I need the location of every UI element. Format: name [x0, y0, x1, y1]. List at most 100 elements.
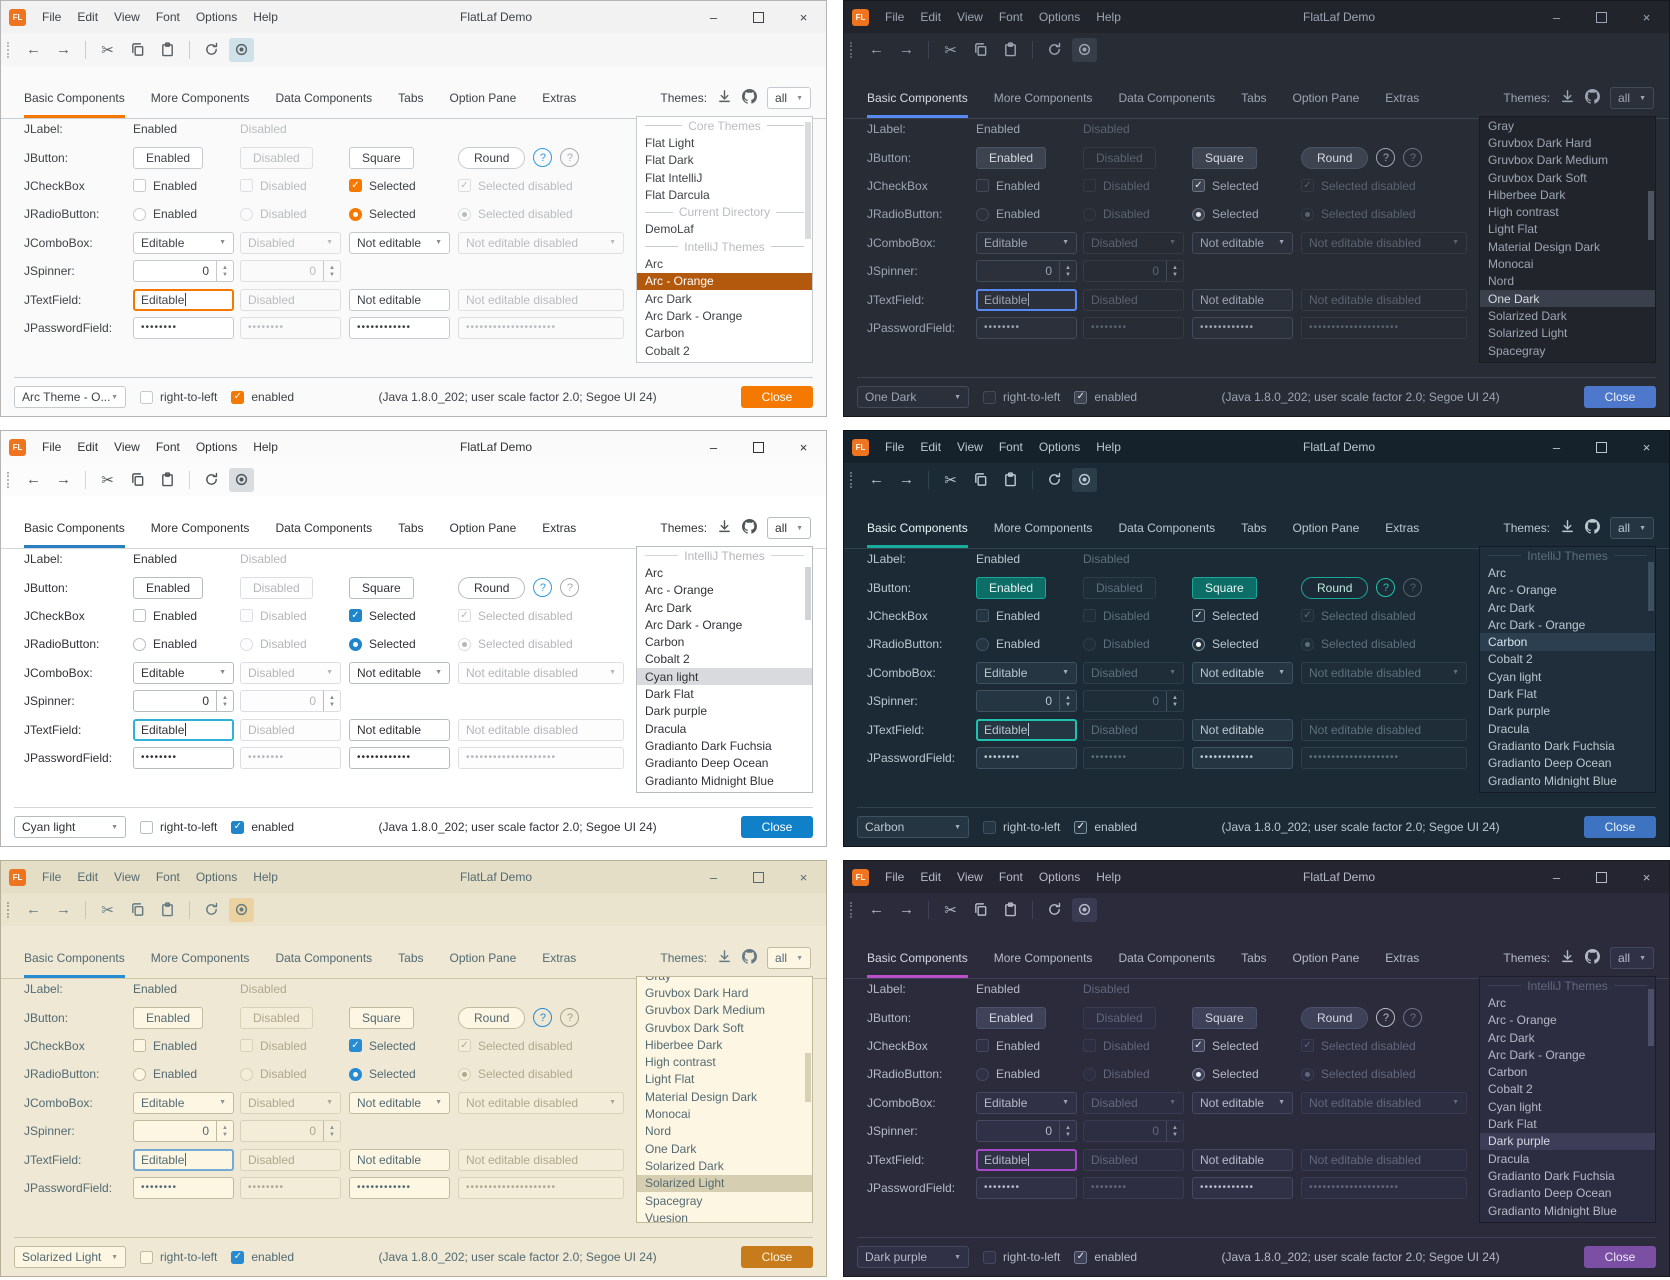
scrollbar[interactable]	[804, 547, 812, 792]
theme-item-solarized-light[interactable]: Solarized Light	[1488, 326, 1568, 341]
tab-tabs[interactable]: Tabs	[398, 91, 424, 105]
menu-font[interactable]: Font	[155, 870, 180, 884]
combobox-not-editable[interactable]: Not editable ▼	[1192, 1091, 1293, 1114]
paste-icon[interactable]	[998, 468, 1023, 492]
combobox-not-editable[interactable]: Not editable ▼	[349, 661, 450, 684]
theme-item-arc[interactable]: Arc	[1488, 995, 1506, 1010]
scrollbar[interactable]	[1647, 117, 1655, 362]
checkbox-box[interactable]	[983, 820, 996, 834]
button-round[interactable]: Round	[458, 1006, 526, 1029]
theme-item-dark-flat[interactable]: Dark Flat	[1488, 1117, 1537, 1132]
passwordfield-1[interactable]: ••••••••	[976, 746, 1077, 769]
combobox-editable[interactable]: Editable ▼	[976, 1091, 1077, 1114]
theme-item-arc-dark[interactable]: Arc Dark	[645, 600, 692, 615]
theme-item-material-design-dark[interactable]: Material Design Dark	[645, 1089, 758, 1104]
theme-filter-combo[interactable]: all ▼	[1610, 947, 1654, 969]
back-icon[interactable]: ←	[869, 471, 884, 488]
theme-item-dark-purple[interactable]: Dark purple	[1488, 704, 1551, 719]
menu-file[interactable]: File	[42, 440, 62, 454]
theme-item-gray[interactable]: Gray	[637, 977, 812, 984]
minimize-button[interactable]: –	[1552, 9, 1561, 25]
theme-selector-combo[interactable]: Arc Theme - O... ▼	[14, 386, 126, 408]
theme-item-cobalt-2[interactable]: Cobalt 2	[645, 343, 690, 358]
minimize-button[interactable]: –	[709, 869, 718, 885]
minimize-button[interactable]: –	[709, 439, 718, 455]
spinner-arrows[interactable]: ▲ ▼	[1059, 261, 1076, 282]
tab-more-components[interactable]: More Components	[150, 521, 250, 535]
tab-tabs[interactable]: Tabs	[1241, 521, 1267, 535]
passwordfield-1[interactable]: ••••••••	[133, 316, 234, 339]
tab-tabs[interactable]: Tabs	[398, 951, 424, 965]
back-icon[interactable]: ←	[869, 901, 884, 918]
theme-item-hiberbee-dark[interactable]: Hiberbee Dark	[1488, 187, 1566, 202]
tab-basic-components[interactable]: Basic Components	[867, 91, 968, 118]
theme-item-light-flat[interactable]: Light Flat	[1488, 222, 1538, 237]
theme-item-gradianto-dark-fuchsia[interactable]: Gradianto Dark Fuchsia	[1488, 738, 1615, 753]
enabled-checkbox[interactable]: enabled	[231, 1250, 294, 1264]
radio-circle[interactable]	[133, 1067, 146, 1081]
theme-filter-combo[interactable]: all ▼	[1610, 87, 1654, 109]
show-hidden-eye-icon[interactable]	[1072, 897, 1097, 922]
passwordfield-3[interactable]: ••••••••••••	[1192, 1176, 1293, 1199]
forward-icon[interactable]: →	[56, 471, 71, 488]
theme-filter-combo[interactable]: all ▼	[767, 87, 811, 109]
menu-view[interactable]: View	[957, 440, 983, 454]
tab-basic-components[interactable]: Basic Components	[867, 521, 968, 548]
theme-item-gradianto-dark-fuchsia[interactable]: Gradianto Dark Fuchsia	[1488, 1168, 1615, 1183]
theme-item-gruvbox-dark-hard[interactable]: Gruvbox Dark Hard	[1488, 135, 1592, 150]
combobox-not-editable[interactable]: Not editable ▼	[1192, 661, 1293, 684]
theme-item-high-contrast[interactable]: High contrast	[1488, 205, 1559, 220]
checkbox-box[interactable]	[231, 820, 245, 834]
copy-icon[interactable]	[968, 468, 993, 492]
help-button-2[interactable]: ?	[1403, 148, 1423, 168]
refresh-icon[interactable]	[1042, 898, 1067, 922]
rtl-checkbox[interactable]: right-to-left	[983, 820, 1060, 834]
menu-edit[interactable]: Edit	[920, 870, 942, 884]
spinner-up-icon[interactable]: ▲	[1065, 694, 1071, 701]
theme-item-solarized-dark[interactable]: Solarized Dark	[645, 1158, 724, 1173]
theme-item-flat-intellij[interactable]: Flat IntelliJ	[645, 170, 703, 185]
close-dialog-button[interactable]: Close	[1584, 816, 1656, 838]
rtl-checkbox[interactable]: right-to-left	[983, 390, 1060, 404]
theme-item-arc[interactable]: Arc	[645, 565, 663, 580]
theme-item-arc-dark[interactable]: Arc Dark	[645, 291, 692, 306]
download-icon[interactable]	[1560, 949, 1575, 967]
checkbox-selected[interactable]: Selected	[1192, 609, 1259, 623]
close-window-button[interactable]: ×	[799, 9, 808, 25]
github-icon[interactable]	[1585, 89, 1601, 107]
theme-item-cobalt-2[interactable]: Cobalt 2	[1488, 1082, 1533, 1097]
combobox-not-editable[interactable]: Not editable ▼	[349, 1091, 450, 1114]
menu-edit[interactable]: Edit	[77, 870, 99, 884]
back-icon[interactable]: ←	[26, 471, 41, 488]
download-icon[interactable]	[717, 949, 732, 967]
paste-icon[interactable]	[155, 898, 180, 922]
github-icon[interactable]	[742, 89, 758, 107]
checkbox-box[interactable]	[133, 179, 146, 193]
checkbox-selected[interactable]: Selected	[349, 179, 416, 193]
theme-selector-combo[interactable]: Cyan light ▼	[14, 816, 126, 838]
theme-item-cyan-light[interactable]: Cyan light	[637, 359, 812, 362]
close-dialog-button[interactable]: Close	[741, 1246, 813, 1268]
toolbar-grip[interactable]	[7, 901, 11, 918]
checkbox-box[interactable]	[983, 390, 996, 404]
help-button-1[interactable]: ?	[1376, 578, 1396, 598]
tab-option-pane[interactable]: Option Pane	[1292, 91, 1360, 105]
textfield-editable[interactable]: Editable	[976, 1148, 1077, 1171]
theme-item-flat-dark[interactable]: Flat Dark	[645, 153, 694, 168]
menu-help[interactable]: Help	[1096, 440, 1121, 454]
close-window-button[interactable]: ×	[1642, 869, 1651, 885]
combobox-not-editable[interactable]: Not editable ▼	[1192, 231, 1293, 254]
radio-circle[interactable]	[1192, 1067, 1205, 1081]
spinner-down-icon[interactable]: ▼	[1065, 1131, 1071, 1138]
download-icon[interactable]	[717, 89, 732, 107]
scrollbar[interactable]	[1647, 977, 1655, 1222]
menu-font[interactable]: Font	[998, 440, 1023, 454]
tab-option-pane[interactable]: Option Pane	[449, 951, 517, 965]
close-window-button[interactable]: ×	[1642, 9, 1651, 25]
theme-item-one-dark[interactable]: One Dark	[1480, 289, 1655, 308]
theme-filter-combo[interactable]: all ▼	[1610, 517, 1654, 539]
button-enabled[interactable]: Enabled	[976, 1006, 1047, 1029]
theme-item-dark-purple[interactable]: Dark purple	[645, 704, 708, 719]
button-round[interactable]: Round	[1301, 1006, 1369, 1029]
button-square[interactable]: Square	[1192, 576, 1257, 599]
